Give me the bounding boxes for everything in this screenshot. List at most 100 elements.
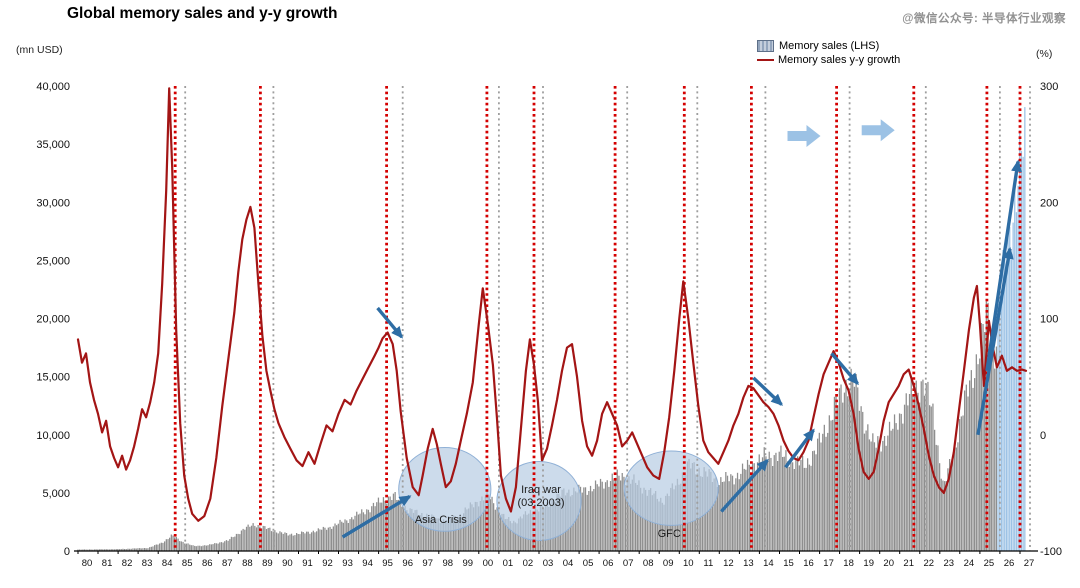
sales-bar xyxy=(458,516,460,551)
sales-bar xyxy=(185,543,187,551)
sales-bar xyxy=(877,436,879,551)
sales-bar xyxy=(738,479,740,551)
sales-bar xyxy=(882,440,884,551)
sales-bar xyxy=(217,543,219,551)
sales-bar xyxy=(280,532,283,551)
sales-bar xyxy=(478,506,480,551)
sales-bar xyxy=(301,531,303,551)
sales-bar xyxy=(1002,250,1004,551)
sales-bar xyxy=(254,525,256,551)
sales-bar xyxy=(615,477,617,551)
sales-bar xyxy=(940,478,942,551)
sales-bar xyxy=(959,419,961,551)
sales-bar xyxy=(586,494,588,551)
sales-bar xyxy=(746,459,749,551)
sales-bar xyxy=(294,535,296,551)
sales-bar xyxy=(625,485,627,551)
sales-bar xyxy=(807,458,809,551)
sales-bar xyxy=(766,460,769,551)
sales-bar xyxy=(484,496,486,551)
sales-bar xyxy=(743,468,745,551)
sales-bar xyxy=(182,541,184,551)
sales-bar xyxy=(645,489,647,551)
sales-bar xyxy=(135,548,137,551)
sales-bar xyxy=(331,528,333,551)
trend-arrow-icon xyxy=(341,494,412,539)
sales-bar xyxy=(736,472,739,551)
sales-bar xyxy=(275,532,278,551)
x-tick-label: 13 xyxy=(743,558,754,569)
sales-bar xyxy=(147,548,149,551)
sales-bar xyxy=(1012,222,1014,551)
sales-bar xyxy=(927,381,929,551)
sales-bar xyxy=(88,549,91,551)
sales-bar xyxy=(78,549,81,551)
sales-bar xyxy=(120,549,122,551)
sales-bar xyxy=(389,496,391,551)
sales-bar xyxy=(514,522,516,551)
sales-bar xyxy=(100,549,102,551)
sales-bar xyxy=(598,486,600,551)
sales-bar xyxy=(302,532,304,551)
sales-bar xyxy=(842,402,844,551)
sales-bar xyxy=(242,528,244,551)
sales-bar xyxy=(496,507,498,551)
x-tick-label: 03 xyxy=(543,558,554,569)
sales-bar xyxy=(441,522,443,551)
sales-bar xyxy=(493,503,495,551)
sales-bar xyxy=(952,457,954,551)
sales-bar xyxy=(792,462,794,551)
sales-bar xyxy=(939,463,941,551)
legend-bar-label: Memory sales (LHS) xyxy=(779,39,880,52)
sales-bar xyxy=(162,542,164,551)
sales-bar xyxy=(277,533,279,551)
sales-bar xyxy=(761,457,764,551)
sales-bar xyxy=(347,523,349,551)
sales-bar xyxy=(997,306,999,551)
sales-bar xyxy=(190,545,192,551)
sales-bar xyxy=(833,396,836,551)
sales-bar xyxy=(371,506,373,551)
trend-arrow-icon xyxy=(976,246,1014,436)
sales-bar xyxy=(578,484,580,551)
sales-bar xyxy=(858,410,861,551)
sales-bar xyxy=(227,540,229,551)
sales-bar xyxy=(658,501,660,551)
sales-bar xyxy=(962,415,964,551)
sales-bar xyxy=(980,323,982,551)
sales-bar xyxy=(319,529,321,551)
sales-bar xyxy=(469,502,471,551)
right-tick-label: 100 xyxy=(1040,314,1058,326)
x-tick-label: 82 xyxy=(122,558,133,569)
sales-bar xyxy=(511,523,513,551)
sales-bar xyxy=(461,516,463,551)
right-tick-label: -100 xyxy=(1040,546,1062,558)
x-tick-label: 80 xyxy=(82,558,93,569)
sales-bar xyxy=(513,520,515,551)
x-tick-label: 21 xyxy=(903,558,914,569)
sales-bar xyxy=(255,527,258,551)
sales-bar xyxy=(825,436,827,551)
sales-bar xyxy=(613,479,615,551)
sales-bar xyxy=(798,465,800,551)
sales-bar xyxy=(304,533,306,551)
sales-bar xyxy=(92,549,94,551)
sales-bar xyxy=(327,527,329,551)
sales-bar xyxy=(454,516,456,551)
sales-bar xyxy=(872,433,874,551)
sales-bar xyxy=(820,442,822,551)
sales-bar xyxy=(407,513,410,551)
sales-bar xyxy=(175,537,177,551)
x-tick-label: 99 xyxy=(463,558,474,569)
sales-bar xyxy=(957,442,959,551)
sales-bar xyxy=(770,457,772,551)
annotation-label: Asia Crisis xyxy=(415,514,467,526)
sales-bar xyxy=(838,388,841,551)
sales-bar xyxy=(875,447,877,551)
sales-bar xyxy=(404,505,406,551)
sales-bar xyxy=(631,479,633,551)
sales-bar xyxy=(210,544,213,551)
sales-bar xyxy=(447,516,450,551)
sales-bar xyxy=(184,543,186,551)
sales-bar xyxy=(90,549,92,551)
